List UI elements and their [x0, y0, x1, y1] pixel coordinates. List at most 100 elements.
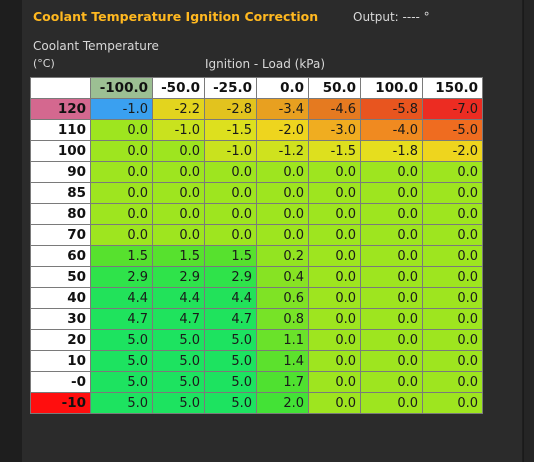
table-cell[interactable]: -2.0 [256, 119, 309, 141]
table-cell[interactable]: 0.0 [256, 161, 309, 183]
table-cell[interactable]: 0.0 [308, 203, 361, 225]
table-cell[interactable]: 1.1 [256, 329, 309, 351]
table-cell[interactable]: 0.0 [360, 329, 423, 351]
row-header[interactable]: 60 [30, 245, 91, 267]
table-cell[interactable]: 0.0 [360, 161, 423, 183]
table-cell[interactable]: 5.0 [90, 392, 153, 414]
row-header[interactable]: -0 [30, 371, 91, 393]
table-cell[interactable]: 0.0 [152, 203, 205, 225]
table-cell[interactable]: 2.0 [256, 392, 309, 414]
table-cell[interactable]: 0.0 [308, 161, 361, 183]
column-header[interactable]: -50.0 [152, 77, 205, 99]
row-header[interactable]: 120 [30, 98, 91, 120]
table-cell[interactable]: 0.0 [422, 308, 483, 330]
table-cell[interactable]: 0.0 [90, 224, 153, 246]
table-cell[interactable]: 0.0 [360, 308, 423, 330]
table-cell[interactable]: 2.9 [90, 266, 153, 288]
table-cell[interactable]: 0.0 [422, 182, 483, 204]
table-cell[interactable]: 4.7 [152, 308, 205, 330]
table-cell[interactable]: 0.0 [308, 182, 361, 204]
row-header[interactable]: -10 [30, 392, 91, 414]
table-cell[interactable]: -5.0 [422, 119, 483, 141]
table-cell[interactable]: 5.0 [152, 392, 205, 414]
table-cell[interactable]: -1.0 [204, 140, 257, 162]
table-cell[interactable]: 1.5 [152, 245, 205, 267]
table-cell[interactable]: 0.0 [152, 140, 205, 162]
table-cell[interactable]: 5.0 [152, 329, 205, 351]
table-cell[interactable]: 0.0 [360, 224, 423, 246]
row-header[interactable]: 110 [30, 119, 91, 141]
table-cell[interactable]: 0.0 [308, 350, 361, 372]
table-cell[interactable]: 0.0 [308, 392, 361, 414]
table-cell[interactable]: 4.4 [152, 287, 205, 309]
table-cell[interactable]: 0.0 [360, 182, 423, 204]
row-header[interactable]: 90 [30, 161, 91, 183]
table-cell[interactable]: 5.0 [90, 350, 153, 372]
table-cell[interactable]: 1.5 [90, 245, 153, 267]
table-cell[interactable]: 0.0 [90, 182, 153, 204]
table-cell[interactable]: 0.6 [256, 287, 309, 309]
table-cell[interactable]: 0.0 [152, 161, 205, 183]
column-header[interactable]: 50.0 [308, 77, 361, 99]
table-cell[interactable]: 0.0 [308, 308, 361, 330]
table-cell[interactable]: 5.0 [90, 371, 153, 393]
table-cell[interactable]: 2.9 [204, 266, 257, 288]
table-cell[interactable]: -5.8 [360, 98, 423, 120]
table-cell[interactable]: 0.0 [422, 266, 483, 288]
table-cell[interactable]: 0.0 [422, 224, 483, 246]
table-cell[interactable]: 4.4 [204, 287, 257, 309]
row-header[interactable]: 40 [30, 287, 91, 309]
row-header[interactable]: 10 [30, 350, 91, 372]
table-cell[interactable]: 5.0 [90, 329, 153, 351]
table-cell[interactable]: 0.0 [204, 203, 257, 225]
table-cell[interactable]: -4.6 [308, 98, 361, 120]
table-cell[interactable]: 0.0 [204, 224, 257, 246]
table-cell[interactable]: 5.0 [204, 329, 257, 351]
row-header[interactable]: 20 [30, 329, 91, 351]
table-cell[interactable]: 0.0 [204, 182, 257, 204]
table-cell[interactable]: -2.2 [152, 98, 205, 120]
column-header[interactable]: 0.0 [256, 77, 309, 99]
table-cell[interactable]: 0.2 [256, 245, 309, 267]
column-header[interactable]: 100.0 [360, 77, 423, 99]
row-header[interactable]: 50 [30, 266, 91, 288]
table-cell[interactable]: 5.0 [152, 350, 205, 372]
table-cell[interactable]: -1.2 [256, 140, 309, 162]
table-cell[interactable]: 0.0 [90, 203, 153, 225]
table-cell[interactable]: -3.4 [256, 98, 309, 120]
table-cell[interactable]: 0.0 [204, 161, 257, 183]
table-cell[interactable]: 0.0 [90, 161, 153, 183]
table-cell[interactable]: 0.4 [256, 266, 309, 288]
table-cell[interactable]: 0.0 [422, 371, 483, 393]
table-cell[interactable]: 0.0 [360, 392, 423, 414]
table-cell[interactable]: 0.0 [256, 182, 309, 204]
table-cell[interactable]: -3.0 [308, 119, 361, 141]
table-cell[interactable]: 0.0 [422, 329, 483, 351]
row-header[interactable]: 70 [30, 224, 91, 246]
table-cell[interactable]: 0.0 [308, 245, 361, 267]
table-cell[interactable]: 5.0 [204, 392, 257, 414]
table-cell[interactable]: 0.0 [256, 224, 309, 246]
row-header[interactable]: 30 [30, 308, 91, 330]
table-cell[interactable]: 1.5 [204, 245, 257, 267]
row-header[interactable]: 80 [30, 203, 91, 225]
table-cell[interactable]: 4.7 [90, 308, 153, 330]
table-cell[interactable]: 5.0 [152, 371, 205, 393]
table-cell[interactable]: 0.0 [360, 350, 423, 372]
table-cell[interactable]: 4.7 [204, 308, 257, 330]
table-cell[interactable]: -1.8 [360, 140, 423, 162]
table-cell[interactable]: 0.0 [360, 203, 423, 225]
row-header[interactable]: 85 [30, 182, 91, 204]
table-cell[interactable]: 0.0 [360, 371, 423, 393]
table-cell[interactable]: 5.0 [204, 350, 257, 372]
column-header[interactable]: -25.0 [204, 77, 257, 99]
table-cell[interactable]: -4.0 [360, 119, 423, 141]
table-cell[interactable]: 5.0 [204, 371, 257, 393]
table-cell[interactable]: 2.9 [152, 266, 205, 288]
table-cell[interactable]: 0.0 [308, 266, 361, 288]
table-cell[interactable]: 0.0 [152, 224, 205, 246]
table-cell[interactable]: 4.4 [90, 287, 153, 309]
row-header[interactable]: 100 [30, 140, 91, 162]
table-cell[interactable]: -2.0 [422, 140, 483, 162]
table-cell[interactable]: 0.0 [308, 287, 361, 309]
